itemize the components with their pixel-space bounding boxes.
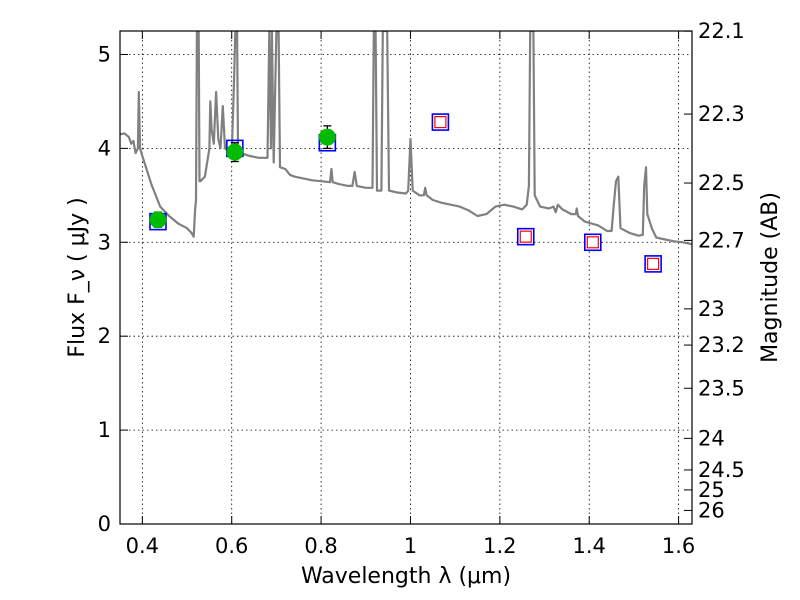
markers-layer xyxy=(149,113,662,273)
predicted-square-outer xyxy=(516,227,535,246)
y-axis-left: 0 1 2 3 4 5 xyxy=(98,42,128,536)
predicted-square-outer xyxy=(431,113,450,131)
predicted-square-inner xyxy=(647,257,660,270)
y2-tick-label: 22.1 xyxy=(698,19,745,43)
y-tick-label: 4 xyxy=(98,136,111,160)
y2-tick-label: 26 xyxy=(698,498,725,522)
y-tick-label: 0 xyxy=(98,512,111,536)
x-tick-label: 0.4 xyxy=(126,534,159,558)
x-tick-label: 1.4 xyxy=(573,534,606,558)
y2-tick-label: 24 xyxy=(698,426,725,450)
x-tick-label: 0.8 xyxy=(304,534,337,558)
x-tick-label: 1.2 xyxy=(483,534,516,558)
y2-axis-label: Magnitude (AB) xyxy=(758,192,783,363)
y2-tick-label: 22.3 xyxy=(698,102,745,126)
predicted-square-inner xyxy=(434,115,447,129)
y2-tick-label: 22.7 xyxy=(698,228,745,252)
observed-circle-marker xyxy=(226,143,244,161)
predicted-square-outer xyxy=(644,255,662,273)
y2-tick-label: 23.5 xyxy=(698,376,745,400)
spectrum-layer xyxy=(120,31,692,246)
y-tick-label: 5 xyxy=(98,42,111,66)
x-tick-label: 0.6 xyxy=(215,534,248,558)
y-tick-label: 2 xyxy=(98,324,111,348)
x-tick-label: 1 xyxy=(404,534,417,558)
y2-tick-label: 23 xyxy=(698,297,725,321)
x-axis-label: Wavelength λ (μm) xyxy=(301,564,511,589)
y-tick-label: 1 xyxy=(98,418,111,442)
y2-tick-label: 23.2 xyxy=(698,333,745,357)
x-tick-label: 1.6 xyxy=(662,534,695,558)
grid xyxy=(120,31,692,525)
plot-frame xyxy=(119,30,693,525)
predicted-square-inner xyxy=(519,230,532,243)
y-tick-label: 3 xyxy=(98,230,111,254)
predicted-square-inner xyxy=(586,236,599,249)
y2-tick-label: 22.5 xyxy=(698,171,745,195)
predicted-square-outer xyxy=(583,233,602,252)
spectrum-line xyxy=(120,31,692,246)
observed-circle-marker xyxy=(149,211,167,229)
y-axis-label: Flux F_ν ( μJy ) xyxy=(65,197,90,357)
y2-tick-label: 24.5 xyxy=(698,458,745,482)
observed-circle-marker xyxy=(318,128,336,146)
x-axis: 0.4 0.6 0.8 1 1.2 1.4 1.6 xyxy=(126,31,695,558)
y2-tick-label: 25 xyxy=(698,478,725,502)
